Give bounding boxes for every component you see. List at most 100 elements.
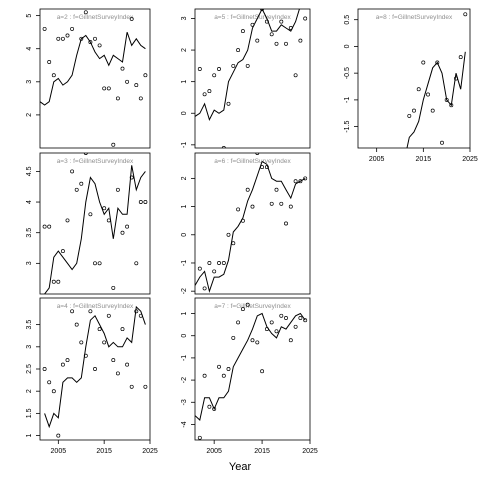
observation-point: [221, 373, 226, 378]
y-tick-label: 3: [26, 345, 33, 349]
observation-point: [70, 26, 75, 31]
panel-6: a=4 : f=GillnetSurveyIndex 1 1.5 2 2.5 3 3.5 20…: [26, 297, 158, 455]
plot-frame: [39, 8, 151, 149]
observation-point: [444, 97, 449, 102]
observation-point: [212, 73, 217, 78]
observation-point: [284, 41, 288, 46]
observation-point: [250, 22, 255, 27]
observation-point: [51, 73, 56, 78]
observation-point: [138, 96, 143, 101]
panel-3: a=8 : f=GillnetSurveyIndex -1.5 -1 -0.5 0 0.5…: [344, 8, 478, 163]
observation-point: [221, 261, 226, 265]
observation-point: [197, 266, 202, 271]
panel-title: a=5 : f=GillnetSurveyIndex: [214, 14, 291, 21]
y-tick-label: 0: [181, 233, 188, 237]
observation-point: [407, 113, 412, 118]
panel-2: a=5 : f=GillnetSurveyIndex -1 0 1 2 3: [181, 8, 311, 149]
observation-point: [60, 36, 65, 41]
y-tick-label: 0: [181, 334, 188, 338]
observation-point: [60, 249, 65, 254]
y-tick-label: -1: [181, 355, 188, 361]
observation-point: [240, 218, 245, 223]
model-fit-line: [40, 32, 146, 106]
observation-point: [279, 19, 284, 24]
panel-title: a=4 : f=GillnetSurveyIndex: [57, 303, 134, 310]
observation-point: [217, 67, 221, 71]
observation-point: [106, 86, 111, 91]
observation-point: [255, 38, 260, 43]
observation-point: [79, 340, 84, 345]
observation-point: [236, 207, 241, 212]
observation-point: [269, 201, 274, 206]
observation-point: [274, 187, 279, 192]
y-tick-label: 1: [26, 434, 33, 438]
y-tick-label: -1: [344, 97, 351, 103]
observation-point: [463, 12, 468, 17]
y-tick-label: -1: [181, 142, 188, 148]
panel-7: a=7 : f=GillnetSurveyIndex -4 -3 -2 -1 0 1 2005…: [181, 297, 318, 455]
y-tick-label: 3.5: [26, 228, 33, 238]
observation-point: [197, 435, 202, 440]
observation-point: [416, 87, 421, 92]
observation-point: [298, 179, 303, 184]
y-tick-label: -1: [181, 260, 188, 266]
y-tick-label: 1: [181, 205, 188, 209]
observation-point: [65, 33, 70, 38]
observation-point: [42, 224, 47, 229]
y-tick-label: -2: [181, 288, 188, 294]
observation-point: [293, 324, 298, 329]
observation-point: [138, 200, 143, 204]
observation-point: [93, 367, 97, 371]
observation-point: [111, 285, 116, 290]
panel-1: a=2 : f=GillnetSurveyIndex 2 3 4 5: [26, 8, 151, 149]
observation-point: [440, 140, 444, 145]
x-axis-label: Year: [229, 461, 252, 473]
observation-point: [79, 181, 84, 186]
observation-point: [42, 26, 47, 31]
y-tick-label: -3: [181, 399, 188, 405]
plot-frame: [357, 8, 471, 149]
observation-point: [264, 327, 269, 332]
observation-point: [202, 92, 207, 97]
observation-point: [245, 187, 250, 192]
observation-point: [245, 302, 250, 307]
y-tick-label: -2: [181, 377, 188, 383]
observation-point: [129, 16, 134, 21]
observation-point: [284, 316, 288, 320]
observation-point: [293, 73, 298, 78]
observation-point: [231, 63, 236, 68]
panel-title: a=3 : f=GillnetSurveyIndex: [57, 158, 134, 165]
observation-point: [454, 76, 458, 81]
observation-point: [138, 313, 143, 318]
y-tick-label: 2: [26, 389, 33, 393]
observation-point: [102, 86, 107, 91]
observation-point: [106, 218, 111, 223]
observation-point: [115, 187, 120, 192]
y-tick-label: 3.5: [26, 320, 33, 330]
y-tick-label: 0: [344, 44, 351, 48]
observation-point: [421, 60, 426, 65]
observation-point: [74, 322, 79, 327]
x-tick-label: 2005: [51, 448, 67, 455]
observation-point: [70, 169, 75, 174]
observation-point: [207, 261, 212, 265]
observation-point: [120, 230, 125, 235]
observation-point: [269, 320, 274, 325]
y-tick-label: 2: [181, 48, 188, 52]
observation-point: [47, 60, 52, 64]
observation-point: [111, 142, 116, 147]
observation-point: [56, 279, 61, 284]
observation-point: [120, 66, 125, 71]
panel-grid: a=2 : f=GillnetSurveyIndex 2 3 4 5 a=5 : f=Gi…: [26, 8, 478, 455]
observation-point: [88, 212, 93, 217]
observation-point: [125, 224, 130, 229]
observation-point: [245, 63, 250, 68]
observation-point: [51, 389, 56, 394]
observation-point: [426, 92, 430, 97]
observation-point: [303, 318, 308, 323]
observation-point: [125, 79, 130, 84]
observation-point: [226, 101, 231, 106]
panel-5: a=6 : f=GillnetSurveyIndex -2 -1 0 1 2: [181, 152, 311, 295]
y-tick-label: 5: [26, 14, 33, 18]
observation-point: [102, 340, 107, 345]
